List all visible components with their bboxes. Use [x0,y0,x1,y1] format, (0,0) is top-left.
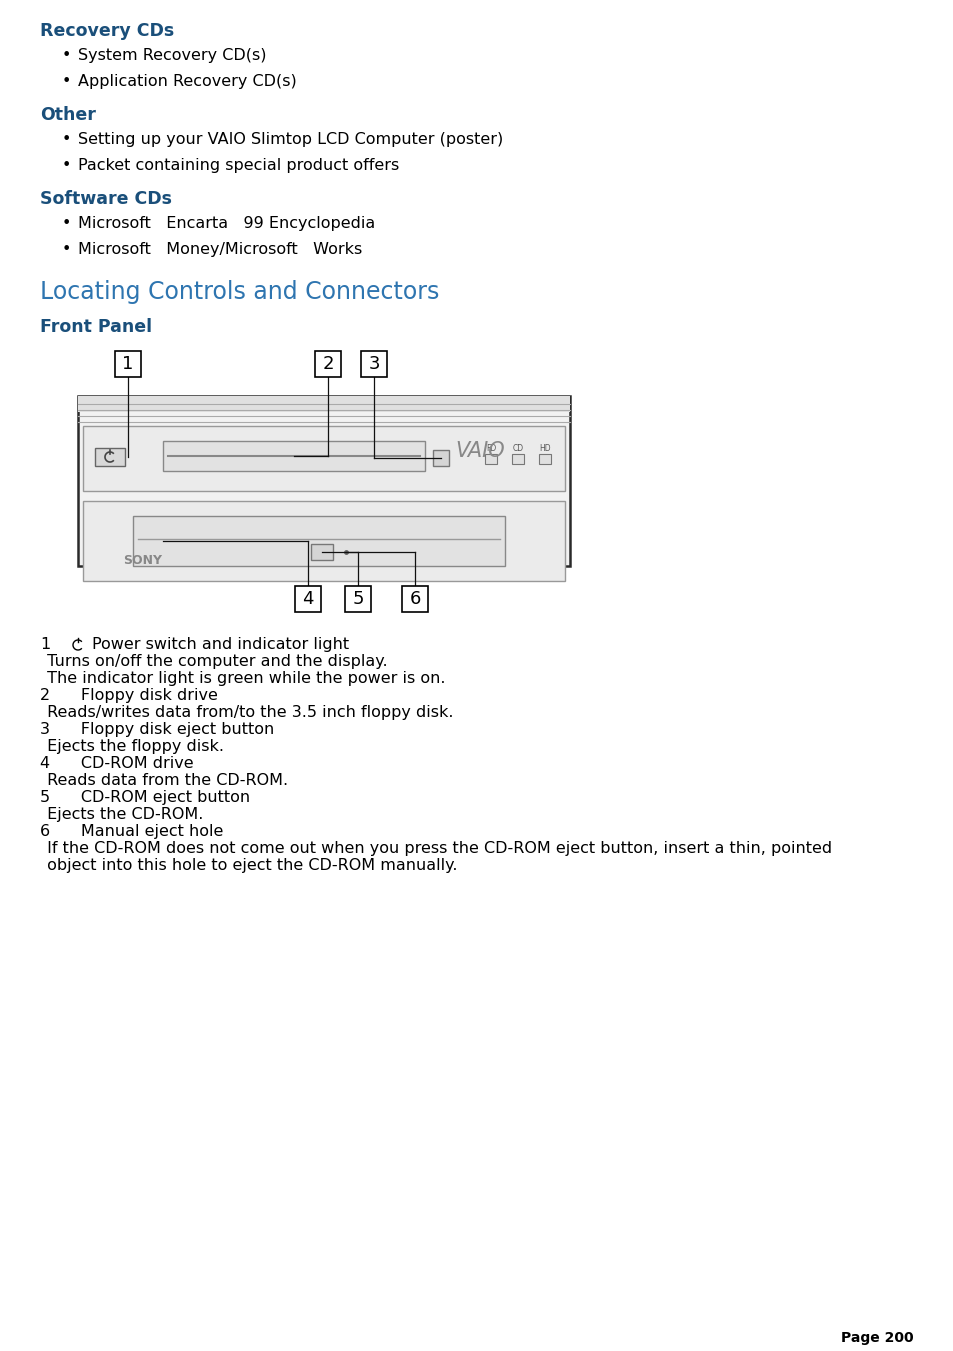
Text: System Recovery CD(s): System Recovery CD(s) [78,49,266,63]
Text: Other: Other [40,105,95,124]
Text: Microsoft   Encarta   99 Encyclopedia: Microsoft Encarta 99 Encyclopedia [78,216,375,231]
Text: 3: 3 [368,355,379,373]
Text: Front Panel: Front Panel [40,317,152,336]
Text: 1: 1 [122,355,133,373]
Bar [484,454,497,463]
Text: Recovery CDs: Recovery CDs [40,22,174,41]
Text: SONY: SONY [123,554,162,567]
Text: 2      Floppy disk drive: 2 Floppy disk drive [40,688,217,703]
Text: FD: FD [485,444,496,453]
Text: Software CDs: Software CDs [40,190,172,208]
Bar [314,351,340,377]
Text: •: • [62,132,71,147]
Bar [163,440,424,471]
Bar [360,351,387,377]
Text: The indicator light is green while the power is on.: The indicator light is green while the p… [42,671,445,686]
Text: Microsoft   Money/Microsoft   Works: Microsoft Money/Microsoft Works [78,242,362,257]
Bar [538,454,551,463]
Bar [83,501,564,581]
Text: 6      Manual eject hole: 6 Manual eject hole [40,824,223,839]
Bar [294,586,320,612]
Text: Packet containing special product offers: Packet containing special product offers [78,158,399,173]
Text: •: • [62,158,71,173]
Text: Locating Controls and Connectors: Locating Controls and Connectors [40,280,439,304]
Bar [78,396,569,566]
Text: Turns on/off the computer and the display.: Turns on/off the computer and the displa… [42,654,387,669]
Bar [311,544,333,561]
Text: If the CD-ROM does not come out when you press the CD-ROM eject button, insert a: If the CD-ROM does not come out when you… [42,842,831,857]
Bar [345,586,371,612]
Text: Ejects the CD-ROM.: Ejects the CD-ROM. [42,807,203,821]
Bar [401,586,428,612]
Text: 5: 5 [352,590,363,608]
Text: CD: CD [512,444,523,453]
Text: 3      Floppy disk eject button: 3 Floppy disk eject button [40,721,274,738]
Text: Reads/writes data from/to the 3.5 inch floppy disk.: Reads/writes data from/to the 3.5 inch f… [42,705,453,720]
Text: 5      CD-ROM eject button: 5 CD-ROM eject button [40,790,250,805]
Bar [115,351,141,377]
Text: 4: 4 [302,590,314,608]
Bar [78,396,569,412]
Text: •: • [62,74,71,89]
Text: Ejects the floppy disk.: Ejects the floppy disk. [42,739,224,754]
Text: HD: HD [538,444,550,453]
Text: object into this hole to eject the CD-ROM manually.: object into this hole to eject the CD-RO… [42,858,457,873]
Text: •: • [62,49,71,63]
Text: 4      CD-ROM drive: 4 CD-ROM drive [40,757,193,771]
Bar [83,426,564,490]
Text: Power switch and indicator light: Power switch and indicator light [91,638,349,653]
Text: VAIO: VAIO [455,440,504,461]
Text: 1: 1 [40,638,51,653]
Text: Reads data from the CD-ROM.: Reads data from the CD-ROM. [42,773,288,788]
Text: Page 200: Page 200 [841,1331,913,1346]
Text: Application Recovery CD(s): Application Recovery CD(s) [78,74,296,89]
Bar [132,516,504,566]
Text: 2: 2 [322,355,334,373]
Bar [95,449,125,466]
Text: Setting up your VAIO Slimtop LCD Computer (poster): Setting up your VAIO Slimtop LCD Compute… [78,132,503,147]
Text: •: • [62,242,71,257]
Text: •: • [62,216,71,231]
Bar [433,450,449,466]
Bar [512,454,523,463]
Text: 6: 6 [409,590,420,608]
